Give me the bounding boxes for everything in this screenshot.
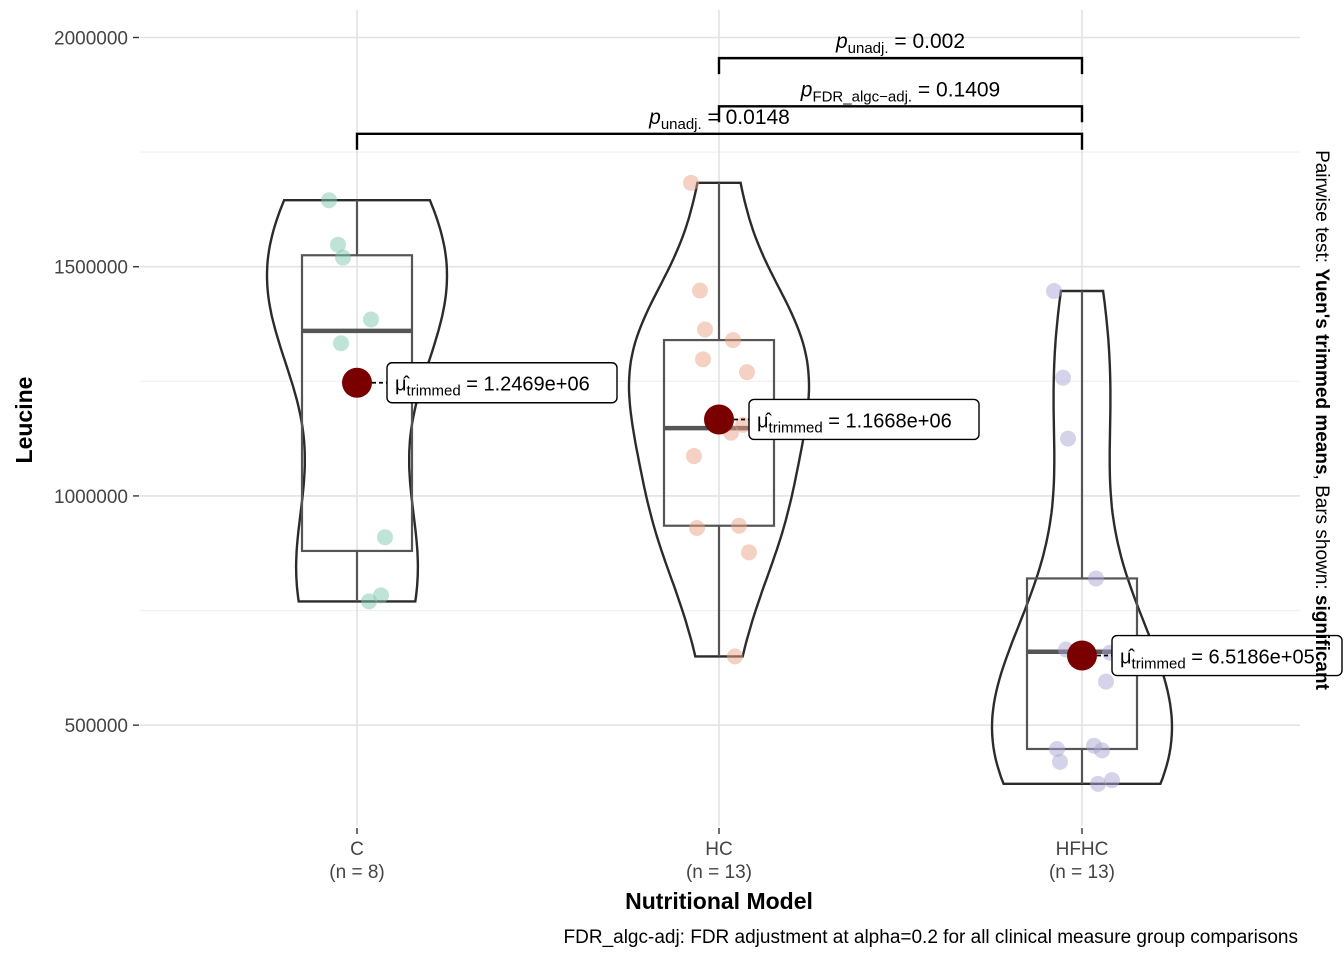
trimmed-mean-point <box>704 404 734 435</box>
data-point <box>731 517 747 534</box>
data-point <box>735 416 751 433</box>
data-point <box>377 529 393 546</box>
bracket-label: punadj. = 0.0148 <box>648 106 790 133</box>
data-point <box>695 351 711 368</box>
side-label-middle: , Bars shown: <box>1311 475 1332 595</box>
comparison-bracket: pFDR_algc−adj. = 0.1409 <box>717 78 1084 123</box>
y-tick-label: 2000000 <box>54 29 128 50</box>
data-point <box>697 321 713 338</box>
group-c: μ̂trimmed = 1.2469e+06 <box>265 192 618 610</box>
data-point <box>1090 775 1106 792</box>
data-point <box>1104 772 1120 789</box>
data-point <box>330 236 346 253</box>
x-tick-n-label: (n = 8) <box>329 862 384 883</box>
data-point <box>321 192 337 209</box>
bracket-label: punadj. = 0.002 <box>835 30 965 57</box>
data-point <box>1052 753 1068 770</box>
data-point <box>741 544 757 561</box>
data-point <box>1094 742 1110 759</box>
data-point <box>1046 283 1062 300</box>
caption: FDR_algc-adj: FDR adjustment at alpha=0.… <box>564 927 1298 948</box>
side-label-prefix: Pairwise test: <box>1311 150 1332 268</box>
data-point <box>692 282 708 299</box>
y-axis: 500000 1000000 1500000 2000000 <box>54 29 139 737</box>
x-tick-n-label: (n = 13) <box>686 862 752 883</box>
side-label-shown: significant <box>1311 595 1332 691</box>
x-tick-label: HC <box>705 839 732 860</box>
y-axis-title: Leucine <box>11 377 37 464</box>
data-point <box>1088 570 1104 587</box>
data-point <box>1098 673 1114 690</box>
x-tick-label: HFHC <box>1056 839 1109 860</box>
side-label: Pairwise test: Yuen's trimmed means, Bar… <box>1311 150 1332 691</box>
comparison-bracket: punadj. = 0.0148 <box>355 106 1084 150</box>
bracket-line <box>717 56 1084 75</box>
bracket-label: pFDR_algc−adj. = 0.1409 <box>800 78 1001 105</box>
data-point <box>361 593 377 610</box>
data-point <box>683 174 699 191</box>
data-point <box>739 364 755 381</box>
y-tick-label: 1500000 <box>54 258 128 279</box>
data-point <box>335 249 351 266</box>
data-point <box>686 448 702 465</box>
data-point <box>725 332 741 349</box>
side-label-test: Yuen's trimmed means <box>1311 268 1332 474</box>
y-tick-label: 500000 <box>65 716 128 737</box>
bracket-line <box>717 105 1084 123</box>
mean-label-box <box>386 362 618 404</box>
mean-label-box <box>1111 634 1343 677</box>
group-hc: μ̂trimmed = 1.1668e+06 <box>627 174 980 665</box>
data-point <box>363 311 379 328</box>
x-axis-title: Nutritional Model <box>625 888 813 914</box>
groups-layer: μ̂trimmed = 1.2469e+06 μ̂trimmed = 1.1668… <box>265 174 1343 792</box>
data-point <box>333 335 349 352</box>
x-tick-n-label: (n = 13) <box>1049 862 1115 883</box>
violin <box>265 199 449 603</box>
data-point <box>1049 740 1065 757</box>
group-hfhc: μ̂trimmed = 6.5186e+05 <box>990 283 1343 792</box>
x-tick-label: C <box>350 839 364 860</box>
trimmed-mean-point <box>342 367 372 398</box>
mean-label: μ̂trimmed = 1.1668e+06 <box>757 410 952 436</box>
data-point <box>689 520 705 537</box>
data-point <box>373 587 389 604</box>
y-tick-label: 1000000 <box>54 487 128 508</box>
mean-label-box <box>748 398 980 441</box>
trimmed-mean-point <box>1067 640 1097 671</box>
data-point <box>1060 430 1076 447</box>
data-point <box>1055 369 1071 386</box>
data-point <box>727 648 743 665</box>
bracket-line <box>355 132 1084 150</box>
comparison-bracket: punadj. = 0.002 <box>717 30 1084 75</box>
x-axis: C(n = 8)HC(n = 13)HFHC(n = 13) <box>329 828 1115 883</box>
comparison-brackets: punadj. = 0.0148 pFDR_algc−adj. = 0.1409 p… <box>355 30 1084 150</box>
